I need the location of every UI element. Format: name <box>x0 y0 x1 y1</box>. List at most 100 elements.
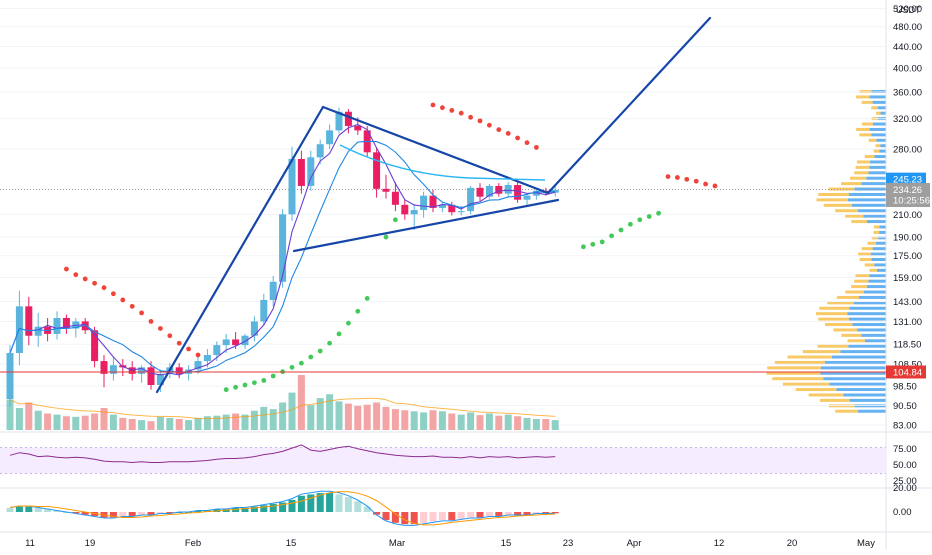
sar-dot <box>458 110 464 116</box>
volume-bar <box>34 410 42 430</box>
profile-bar-down <box>875 111 881 115</box>
profile-bar-up <box>829 382 886 386</box>
volume-bar <box>166 417 174 430</box>
time-tick-label: May <box>857 538 875 549</box>
rsi-tick-label: 25.00 <box>893 476 917 487</box>
macd-histogram-bar <box>15 506 23 512</box>
profile-bar-up <box>874 263 886 267</box>
support-price-tag-label: 104.84 <box>893 367 922 378</box>
profile-bar-up <box>869 274 886 278</box>
profile-bar-up <box>857 328 886 332</box>
candle-body <box>241 335 249 346</box>
macd-histogram-bar <box>391 512 399 523</box>
volume-bar <box>138 420 146 430</box>
candle-body <box>53 317 61 334</box>
time-tick-label: 20 <box>787 538 798 549</box>
sar-dot <box>327 340 332 346</box>
rsi-tick-label: 50.00 <box>893 460 917 471</box>
price-tick-label: 98.50 <box>893 382 917 393</box>
sar-dot <box>308 354 314 360</box>
volume-bar <box>307 405 315 430</box>
profile-bar-down <box>851 285 867 289</box>
profile-bar-down <box>855 274 870 278</box>
volume-ma-line <box>9 397 556 420</box>
volume-bar <box>109 414 117 430</box>
candle-body <box>147 367 155 385</box>
volume-bar <box>72 416 80 430</box>
profile-bar-down <box>772 377 824 381</box>
macd-histogram-bar <box>194 510 202 512</box>
profile-bar-down <box>871 236 879 240</box>
price-tick-label: 520.00 <box>893 4 922 15</box>
profile-bar-up <box>879 230 886 234</box>
volume-bar <box>344 403 352 430</box>
sar-dot <box>148 319 154 324</box>
volume-bar <box>504 414 512 430</box>
profile-bar-down <box>774 360 825 364</box>
profile-bar-down <box>802 350 841 354</box>
profile-bar-up <box>870 160 886 164</box>
profile-bar-up <box>836 388 886 392</box>
sar-dot <box>496 127 502 133</box>
sar-dot <box>261 378 267 383</box>
profile-bar-up <box>848 317 886 321</box>
macd-histogram-bar <box>260 505 268 512</box>
price-tick-label: 131.00 <box>893 317 922 328</box>
macd-histogram-bar <box>307 494 315 512</box>
profile-bar-up <box>843 393 886 397</box>
sar-dot <box>468 114 473 120</box>
volume-bar <box>25 402 33 430</box>
profile-bar-down <box>864 263 875 267</box>
macd-histogram-bar <box>279 502 287 512</box>
candle-body <box>194 361 202 370</box>
profile-bar-down <box>818 192 849 196</box>
moving-averages <box>9 123 556 376</box>
volume-bar <box>429 410 437 430</box>
sar-dot <box>111 291 116 297</box>
macd-histogram-bar <box>429 512 437 522</box>
profile-bar-up <box>880 111 886 115</box>
profile-bar-up <box>847 312 886 316</box>
sar-dot <box>270 373 276 379</box>
volume-bar <box>279 402 287 430</box>
sar-dot <box>167 333 173 339</box>
profile-bar-down <box>856 127 870 131</box>
profile-bar-up <box>872 247 886 251</box>
profile-bar-up <box>872 122 886 126</box>
price-tick-label: 159.00 <box>893 273 922 284</box>
candle-body <box>156 373 164 385</box>
profile-bar-up <box>866 176 886 180</box>
rsi-tick-label: 75.00 <box>893 444 917 455</box>
volume-bar <box>523 417 531 430</box>
volume-bar <box>91 413 99 430</box>
profile-bar-up <box>869 127 886 131</box>
time-tick-label: 11 <box>25 538 35 549</box>
candle-body <box>514 184 522 200</box>
macd-histogram-bar <box>476 512 484 518</box>
resistance-curve <box>339 144 546 181</box>
trendline-drawings[interactable] <box>155 16 712 394</box>
macd-histogram-bar <box>551 512 559 514</box>
time-axis[interactable]: 11 19 Feb 15 Mar 15 23 Apr 12 20 May <box>25 538 875 549</box>
macd-histogram-bar <box>44 509 52 512</box>
volume-bar <box>119 417 127 430</box>
time-tick-label: 12 <box>714 538 725 549</box>
time-tick-label: 15 <box>501 538 512 549</box>
volume-bar <box>467 412 475 430</box>
macd-pane <box>6 490 559 526</box>
profile-bar-up <box>861 333 886 337</box>
macd-histogram-bar <box>495 512 503 517</box>
candle-body <box>288 158 296 215</box>
volume-bar <box>288 392 296 430</box>
profile-bar-down <box>875 144 881 148</box>
profile-bar-up <box>866 285 886 289</box>
profile-bar-down <box>859 133 872 137</box>
volume-bar <box>551 420 559 430</box>
profile-bar-down <box>847 339 865 343</box>
profile-bar-up <box>875 241 886 245</box>
profile-bar-up <box>871 257 886 261</box>
candle-body <box>523 195 531 200</box>
